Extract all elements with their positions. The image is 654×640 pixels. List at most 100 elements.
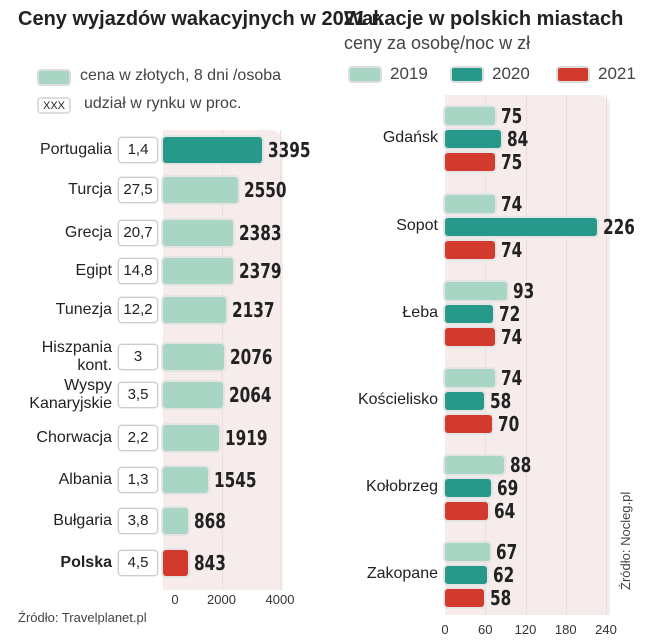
market-share-box: 4,5 bbox=[118, 550, 158, 576]
market-share-box: 1,4 bbox=[118, 137, 158, 163]
bar-2020 bbox=[445, 218, 597, 236]
value-label: 868 bbox=[194, 509, 227, 533]
bar-2019 bbox=[445, 107, 496, 125]
bar-2019 bbox=[445, 282, 508, 300]
bar-2019 bbox=[445, 369, 495, 387]
market-share-box: 3 bbox=[118, 344, 158, 370]
grid-line bbox=[280, 130, 281, 590]
x-tick-label: 4000 bbox=[265, 592, 295, 607]
value-label: 2383 bbox=[238, 221, 282, 245]
legend-swatch-price bbox=[37, 69, 71, 86]
bar bbox=[163, 508, 189, 534]
category-label: Zakopane bbox=[366, 565, 438, 582]
bar-2020 bbox=[445, 479, 492, 497]
market-share-box: 3,5 bbox=[118, 382, 158, 408]
bar bbox=[163, 382, 224, 408]
right-title: Wakacje w polskich miastach bbox=[344, 8, 624, 30]
category-label: Chorwacja bbox=[36, 429, 112, 446]
category-label: Grecja bbox=[64, 224, 112, 241]
bar bbox=[163, 258, 233, 284]
x-tick-label: 0 bbox=[441, 622, 449, 637]
value-label: 84 bbox=[507, 127, 529, 151]
market-share-box: 12,2 bbox=[118, 297, 158, 323]
category-label: Wyspy Kanaryjskie bbox=[29, 377, 112, 412]
x-tick-label: 120 bbox=[514, 622, 537, 637]
bar-2019 bbox=[445, 456, 505, 474]
value-label: 67 bbox=[495, 540, 518, 564]
category-label: Bułgaria bbox=[53, 512, 112, 529]
x-tick-label: 240 bbox=[595, 622, 617, 637]
bar bbox=[163, 425, 220, 451]
bar-2021 bbox=[445, 415, 492, 433]
bar-2021 bbox=[445, 589, 484, 607]
grid-line bbox=[606, 95, 607, 615]
category-label: Albania bbox=[58, 471, 112, 488]
category-label: Kołobrzeg bbox=[365, 478, 438, 495]
value-label: 226 bbox=[602, 215, 635, 239]
x-tick-label: 180 bbox=[554, 622, 577, 637]
bar-2019 bbox=[445, 195, 495, 213]
value-label: 2137 bbox=[231, 298, 275, 322]
value-label: 2064 bbox=[229, 383, 272, 407]
category-label: Polska bbox=[60, 554, 112, 571]
right-source: Źródło: Nocleg.pl bbox=[618, 491, 633, 590]
value-label: 70 bbox=[497, 412, 520, 436]
bar-2019 bbox=[445, 543, 490, 561]
category-label: Tunezja bbox=[55, 301, 112, 318]
value-label: 2550 bbox=[243, 178, 287, 202]
bar-2020 bbox=[445, 392, 484, 410]
value-label: 93 bbox=[513, 279, 535, 303]
value-label: 69 bbox=[497, 476, 519, 500]
category-label: Hiszpania kont. bbox=[41, 339, 112, 374]
bar bbox=[163, 550, 188, 576]
bar bbox=[163, 177, 238, 203]
value-label: 72 bbox=[499, 302, 521, 326]
value-label: 74 bbox=[500, 238, 522, 262]
market-share-box: 20,7 bbox=[118, 220, 158, 246]
value-label: 58 bbox=[489, 389, 512, 413]
value-label: 2076 bbox=[229, 345, 273, 369]
value-label: 74 bbox=[500, 325, 522, 349]
right-plot-bg bbox=[445, 95, 610, 615]
grid-line bbox=[525, 95, 527, 615]
legend-label: 2021 bbox=[598, 64, 636, 83]
bar-2021 bbox=[445, 328, 495, 346]
value-label: 88 bbox=[510, 453, 532, 477]
bar bbox=[163, 220, 233, 246]
value-label: 75 bbox=[501, 150, 523, 174]
value-label: 843 bbox=[193, 551, 226, 575]
x-tick-label: 2000 bbox=[207, 592, 236, 607]
legend-price: cena w złotych, 8 dni /osoba bbox=[80, 67, 282, 84]
legend-swatch bbox=[348, 66, 382, 83]
bar-2020 bbox=[445, 566, 487, 584]
right-subtitle: ceny za osobę/noc w zł bbox=[344, 33, 531, 53]
category-label: Gdańsk bbox=[382, 129, 438, 146]
bar-2020 bbox=[445, 130, 502, 148]
category-label: Kościelisko bbox=[357, 391, 438, 408]
bar bbox=[163, 137, 263, 163]
legend-swatch bbox=[450, 66, 484, 83]
category-label: Portugalia bbox=[39, 141, 112, 158]
value-label: 3395 bbox=[268, 138, 311, 162]
value-label: 75 bbox=[501, 104, 523, 128]
market-share-box: 14,8 bbox=[118, 258, 158, 284]
grid-line bbox=[565, 95, 567, 615]
value-label: 58 bbox=[489, 586, 512, 610]
category-label: Turcja bbox=[68, 181, 112, 198]
market-share-box: 1,3 bbox=[118, 467, 158, 493]
value-label: 2379 bbox=[238, 259, 282, 283]
category-label: Łeba bbox=[402, 304, 438, 321]
value-label: 1545 bbox=[214, 468, 257, 492]
left-source: Źródło: Travelplanet.pl bbox=[18, 610, 147, 625]
legend-swatch-share: XXX bbox=[37, 97, 71, 114]
legend-label: 2020 bbox=[492, 64, 530, 83]
bar-2020 bbox=[445, 305, 494, 323]
legend-share: udział w rynku w proc. bbox=[84, 95, 242, 112]
bar bbox=[163, 344, 224, 370]
category-label: Sopot bbox=[396, 217, 438, 234]
bar-2021 bbox=[445, 241, 495, 259]
bar-2021 bbox=[445, 502, 488, 520]
bar-2021 bbox=[445, 153, 496, 171]
bar bbox=[163, 297, 226, 323]
left-title: Ceny wyjazdów wakacyjnych w 2021 r. bbox=[18, 8, 384, 30]
